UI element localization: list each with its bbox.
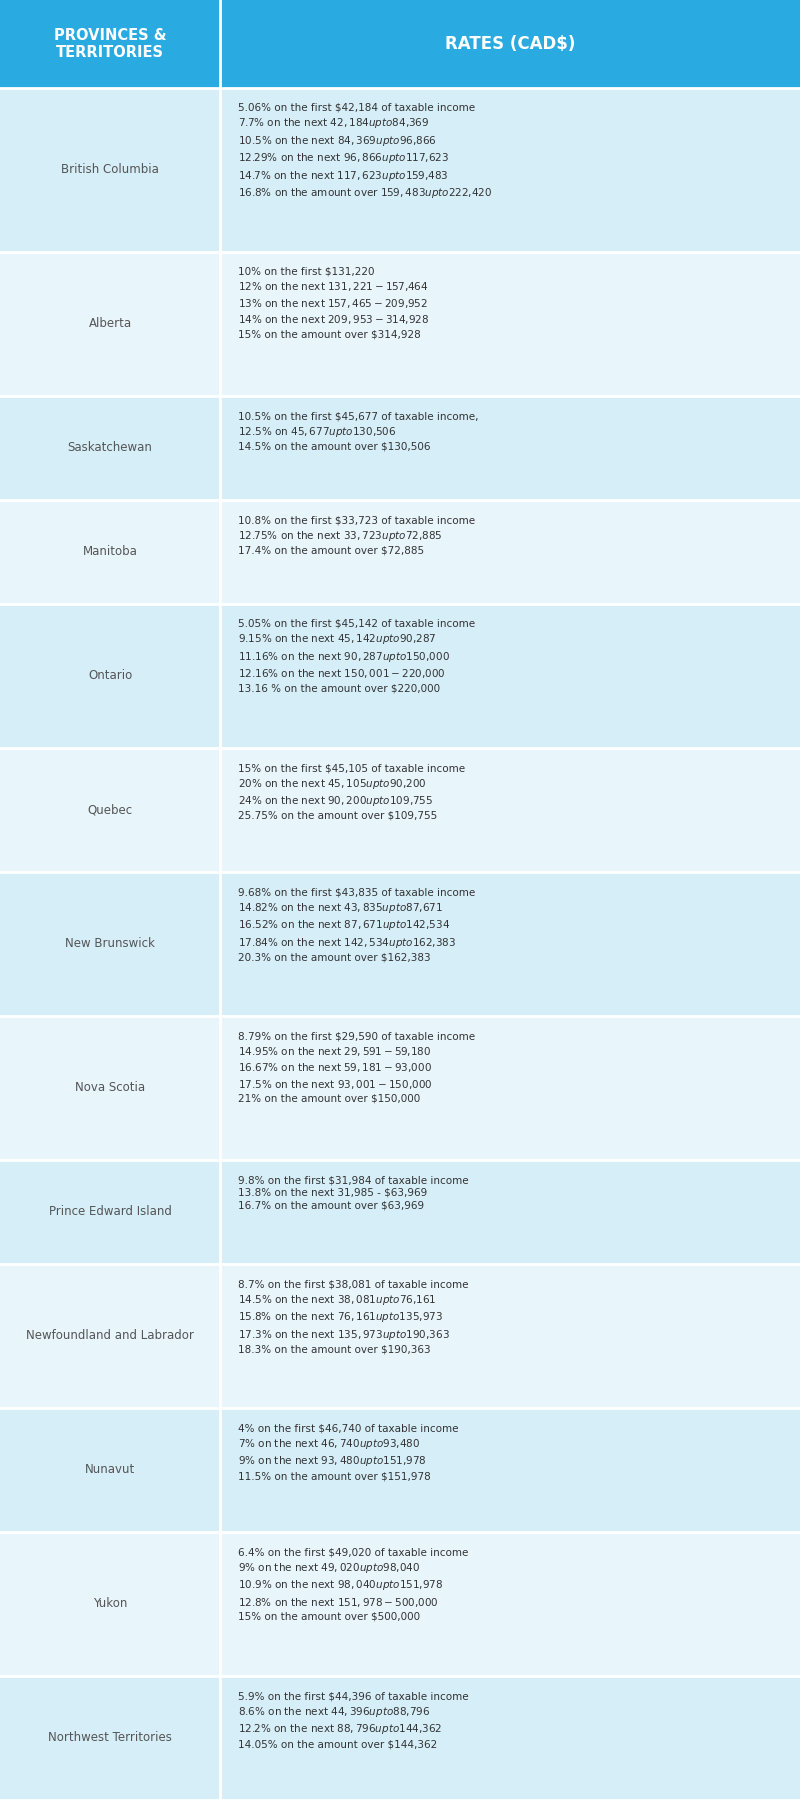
Bar	[220, 88, 800, 252]
Bar	[0, 88, 220, 252]
Bar	[0, 747, 220, 871]
Bar	[220, 0, 800, 88]
Text: 8.79% on the first $29,590 of taxable income
14.95% on the next $29,591-$59,180
: 8.79% on the first $29,590 of taxable in…	[238, 1031, 475, 1103]
Text: 5.9% on the first $44,396 of taxable income
8.6% on the next $44,396 up to $88,7: 5.9% on the first $44,396 of taxable inc…	[238, 1692, 469, 1750]
Bar	[220, 1532, 800, 1676]
Text: 8.7% on the first $38,081 of taxable income
14.5% on the next $38,081 up to $76,: 8.7% on the first $38,081 of taxable inc…	[238, 1280, 469, 1354]
Text: Quebec: Quebec	[87, 803, 133, 815]
Text: 5.05% on the first $45,142 of taxable income
9.15% on the next $45,142 up to $90: 5.05% on the first $45,142 of taxable in…	[238, 619, 475, 693]
Text: 10% on the first $131,220
12% on the next $131,221-$157,464
13% on the next $157: 10% on the first $131,220 12% on the nex…	[238, 266, 429, 338]
Bar	[220, 396, 800, 500]
Text: 9.8% on the first $31,984 of taxable income
13.8% on the next 31,985 - $63,969
1: 9.8% on the first $31,984 of taxable inc…	[238, 1175, 469, 1211]
Bar	[0, 1408, 220, 1532]
Text: 15% on the first $45,105 of taxable income
20% on the next $45,105 up to $90,200: 15% on the first $45,105 of taxable inco…	[238, 763, 465, 821]
Bar	[0, 500, 220, 603]
Bar	[220, 252, 800, 396]
Bar	[0, 871, 220, 1015]
Text: 9.68% on the first $43,835 of taxable income
14.82% on the next $43,835 up to $8: 9.68% on the first $43,835 of taxable in…	[238, 887, 475, 963]
Text: 6.4% on the first $49,020 of taxable income
9% on the next $49,020 up to $98,040: 6.4% on the first $49,020 of taxable inc…	[238, 1548, 468, 1622]
Bar	[0, 603, 220, 747]
Text: Ontario: Ontario	[88, 670, 132, 682]
Bar	[220, 500, 800, 603]
Bar	[0, 1159, 220, 1264]
Bar	[220, 1159, 800, 1264]
Text: New Brunswick: New Brunswick	[65, 938, 155, 950]
Text: 10.5% on the first $45,677 of taxable income,
12.5% on $45,677 up to $130,506
14: 10.5% on the first $45,677 of taxable in…	[238, 410, 478, 452]
Bar	[0, 1264, 220, 1408]
Bar	[220, 871, 800, 1015]
Text: Prince Edward Island: Prince Edward Island	[49, 1206, 171, 1219]
Text: Nova Scotia: Nova Scotia	[75, 1082, 145, 1094]
Bar	[220, 1408, 800, 1532]
Text: Manitoba: Manitoba	[82, 545, 138, 558]
Text: British Columbia: British Columbia	[61, 164, 159, 176]
Text: PROVINCES &
TERRITORIES: PROVINCES & TERRITORIES	[54, 27, 166, 59]
Text: Saskatchewan: Saskatchewan	[67, 441, 153, 454]
Bar	[220, 747, 800, 871]
Bar	[0, 0, 220, 88]
Text: Yukon: Yukon	[93, 1597, 127, 1611]
Text: 5.06% on the first $42,184 of taxable income
7.7% on the next $42,184 up to $84,: 5.06% on the first $42,184 of taxable in…	[238, 103, 492, 200]
Text: 4% on the first $46,740 of taxable income
7% on the next $46,740 up to $93,480
9: 4% on the first $46,740 of taxable incom…	[238, 1424, 458, 1481]
Bar	[220, 1015, 800, 1159]
Text: Newfoundland and Labrador: Newfoundland and Labrador	[26, 1330, 194, 1343]
Bar	[0, 1676, 220, 1800]
Bar	[220, 1676, 800, 1800]
Text: Nunavut: Nunavut	[85, 1463, 135, 1476]
Bar	[220, 603, 800, 747]
Text: RATES (CAD$): RATES (CAD$)	[445, 34, 575, 52]
Bar	[0, 1015, 220, 1159]
Bar	[0, 252, 220, 396]
Text: 10.8% on the first $33,723 of taxable income
12.75% on the next $33,723 up to $7: 10.8% on the first $33,723 of taxable in…	[238, 515, 475, 556]
Bar	[0, 1532, 220, 1676]
Bar	[0, 396, 220, 500]
Text: Northwest Territories: Northwest Territories	[48, 1732, 172, 1744]
Text: Alberta: Alberta	[89, 317, 131, 329]
Bar	[220, 1264, 800, 1408]
